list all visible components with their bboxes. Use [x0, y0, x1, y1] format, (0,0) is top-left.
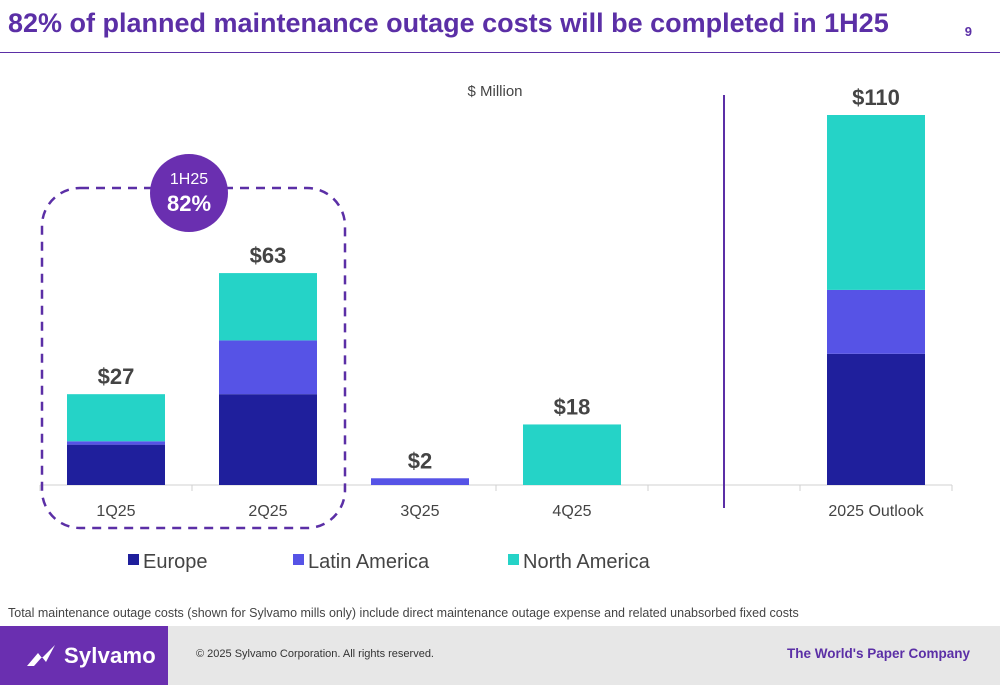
legend-label: Europe	[143, 551, 208, 573]
callout-bubble	[150, 154, 228, 232]
data-label-total: $27	[98, 364, 135, 389]
data-label-total: $18	[554, 394, 591, 419]
bar-north-america	[523, 424, 621, 485]
stacked-bar-chart: $ Million $27 1Q25 $63 2Q25 $2 3Q25 $18 4Q25 $110…	[39, 83, 953, 573]
logo-text: Sylvamo	[64, 642, 156, 668]
unit-label: $ Million	[467, 83, 522, 100]
legend-label: Latin America	[308, 551, 430, 573]
bar-europe	[67, 444, 165, 485]
bar-latin-america	[827, 289, 925, 354]
legend-swatch	[128, 554, 139, 565]
bar-latin-america	[371, 478, 469, 485]
legend-swatch	[293, 554, 304, 565]
bar-latin-america	[67, 441, 165, 445]
x-tick-label: 2025 Outlook	[828, 503, 924, 520]
x-tick-label: 1Q25	[96, 503, 135, 520]
bar-north-america	[827, 115, 925, 290]
callout-label: 1H25	[170, 171, 208, 188]
bar-europe	[827, 353, 925, 485]
footnote: Total maintenance outage costs (shown fo…	[8, 606, 799, 620]
legend-swatch	[508, 554, 519, 565]
bar-north-america	[219, 273, 317, 341]
bird-logo-icon	[26, 644, 56, 667]
data-label-total: $110	[852, 85, 900, 110]
x-tick-label: 2Q25	[248, 503, 287, 520]
callout-value: 82%	[167, 191, 211, 216]
x-tick-label: 4Q25	[552, 503, 591, 520]
bar-latin-america	[219, 340, 317, 395]
x-tick-label: 3Q25	[400, 503, 439, 520]
bar-europe	[219, 394, 317, 485]
legend-label: North America	[523, 551, 651, 573]
footer: Sylvamo © 2025 Sylvamo Corporation. All …	[0, 626, 1000, 685]
title-divider	[0, 52, 1000, 53]
tagline: The World's Paper Company	[787, 646, 970, 661]
copyright: © 2025 Sylvamo Corporation. All rights r…	[196, 648, 434, 660]
logo: Sylvamo	[0, 626, 168, 685]
data-label-total: $63	[250, 243, 287, 268]
data-label-total: $2	[408, 448, 432, 473]
bar-north-america	[67, 394, 165, 442]
page-number: 9	[964, 24, 972, 39]
page-title: 82% of planned maintenance outage costs …	[8, 8, 889, 38]
